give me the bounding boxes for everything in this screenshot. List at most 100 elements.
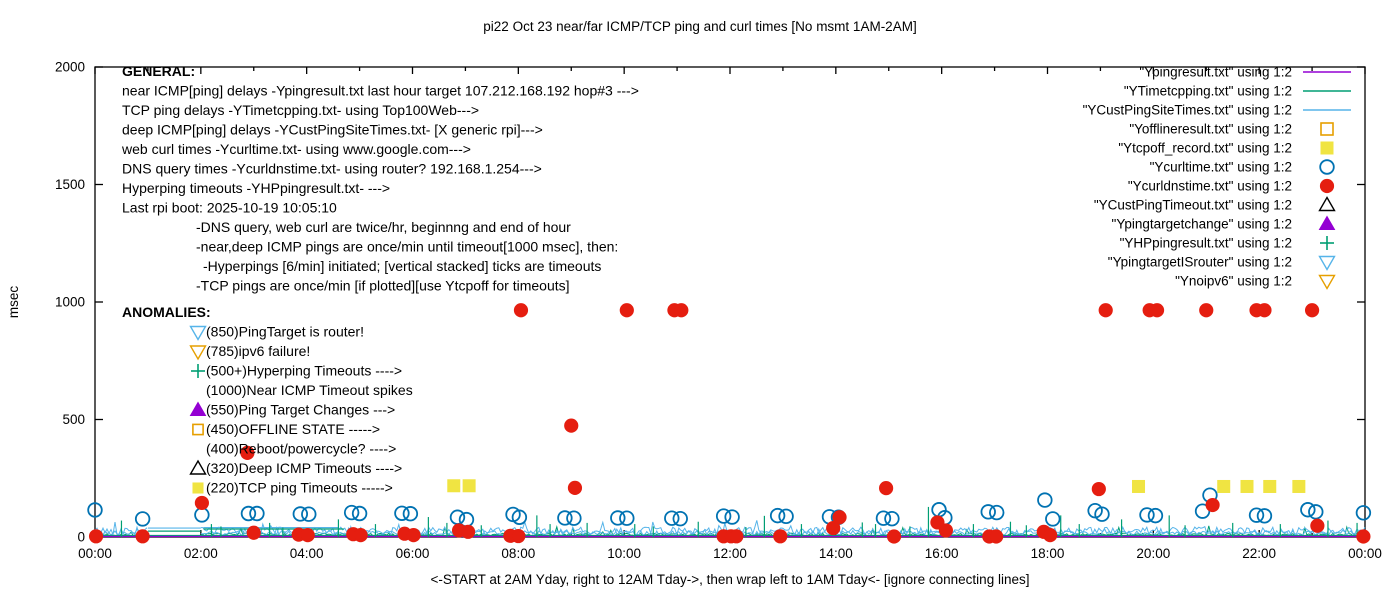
dns-time-point: [1091, 481, 1106, 497]
dns-time-point: [567, 480, 583, 495]
legend-marker-circle-fill: [1319, 178, 1335, 194]
tcp-timeout-point: [1263, 479, 1277, 493]
general-line: -DNS query, web curl are twice/hr, begin…: [196, 219, 571, 235]
dns-time-point: [879, 481, 894, 496]
dns-time-point: [938, 523, 954, 538]
general-line: -near,deep ICMP pings are once/min until…: [196, 239, 618, 255]
x-tick-label: 16:00: [925, 546, 959, 561]
legend-label: "Ynoipv6" using 1:2: [1175, 274, 1292, 289]
anomaly-marker-tridown-open: [189, 345, 207, 361]
x-tick-label: 12:00: [713, 546, 747, 561]
legend-marker-plus: [1320, 236, 1334, 250]
general-line: web curl times -Ycurltime.txt- using www…: [121, 141, 471, 157]
anomaly-marker-triup-fill: [189, 401, 207, 416]
curl-time-point: [1139, 507, 1155, 523]
general-header: GENERAL:: [122, 63, 195, 79]
curl-time-point: [724, 509, 740, 525]
general-line: Last rpi boot: 2025-10-19 10:05:10: [122, 200, 337, 216]
x-tick-label: 14:00: [819, 546, 853, 561]
x-tick-label: 22:00: [1242, 546, 1276, 561]
legend-label: "Ypingresult.txt" using 1:2: [1139, 65, 1292, 80]
curl-time-point: [1045, 511, 1061, 527]
legend-label: "YHPpingresult.txt" using 1:2: [1120, 236, 1292, 251]
annotations-group: GENERAL: near ICMP[ping] delays -Ypingres…: [121, 63, 639, 496]
legend-label: "YpingtargetISrouter" using 1:2: [1108, 255, 1292, 270]
anomaly-line: (220)TCP ping Timeouts ----->: [206, 480, 393, 496]
anomaly-line: (785)ipv6 failure!: [206, 343, 310, 359]
curl-time-point: [449, 509, 466, 525]
dns-time-point: [1043, 528, 1058, 543]
anomaly-line: (320)Deep ICMP Timeouts ---->: [206, 460, 402, 476]
curl-time-point: [566, 510, 582, 526]
general-line: deep ICMP[ping] delays -YCustPingSiteTim…: [122, 122, 543, 138]
dns-time-point: [511, 528, 526, 544]
legend-label: "Yofflineresult.txt" using 1:2: [1129, 122, 1292, 137]
curl-time-point: [292, 506, 309, 522]
general-line: Hyperping timeouts -YHPpingresult.txt- -…: [122, 180, 390, 196]
legend-marker-triup-fill: [1318, 215, 1336, 230]
curl-time-point: [1300, 502, 1316, 518]
curl-time-point: [394, 505, 410, 521]
anomalies-header: ANOMALIES:: [122, 304, 211, 320]
tcp-timeout-point: [447, 479, 461, 493]
curl-time-point: [511, 509, 528, 525]
curl-time-point: [672, 510, 688, 527]
curl-time-point: [1248, 507, 1265, 523]
curl-time-point: [343, 504, 360, 521]
dns-time-point: [619, 303, 634, 318]
data-series-group: [87, 303, 1372, 544]
dns-time-point: [773, 529, 788, 544]
curl-time-point: [1355, 505, 1372, 521]
anomaly-line: (450)OFFLINE STATE ----->: [206, 421, 380, 437]
dns-time-point: [674, 303, 689, 318]
curl-time-point: [1308, 504, 1324, 520]
tcp-timeout-point: [1132, 479, 1146, 493]
x-tick-label: 08:00: [501, 546, 535, 561]
dns-time-point: [1257, 303, 1272, 318]
curl-time-point: [557, 510, 573, 526]
curl-time-point: [194, 507, 210, 523]
curl-time-point: [989, 504, 1005, 521]
tcp-timeout-point: [462, 479, 476, 493]
dns-time-point: [300, 528, 315, 543]
general-line: -TCP pings are once/min [if plotted][use…: [196, 278, 570, 294]
curl-time-point: [351, 505, 368, 522]
y-tick-label: 1500: [55, 177, 85, 192]
dns-time-point: [989, 529, 1004, 544]
dns-time-point: [246, 525, 261, 540]
curl-time-point: [664, 510, 680, 526]
dns-time-point: [729, 529, 744, 544]
dns-time-point: [353, 528, 368, 543]
x-tick-label: 02:00: [184, 546, 218, 561]
curl-time-point: [1037, 492, 1053, 508]
x-axis-caption: <-START at 2AM Yday, right to 12AM Tday-…: [431, 572, 1030, 587]
tcp-timeout-point: [1240, 479, 1254, 493]
anomaly-marker-square-fill: [192, 482, 204, 494]
curl-time-point: [875, 510, 892, 526]
legend-marker-square-fill: [1320, 141, 1334, 155]
legend-marker-tridown-open: [1318, 255, 1336, 271]
dns-time-point: [194, 495, 209, 511]
dns-time-point: [1205, 497, 1220, 513]
legend-marker-square-open: [1320, 122, 1334, 136]
dns-time-point: [135, 529, 150, 544]
y-tick-label: 2000: [55, 60, 85, 75]
curl-time-point: [884, 510, 900, 527]
legend-group: "Ypingresult.txt" using 1:2 "YTimetcpping…: [1083, 65, 1351, 290]
curl-time-point: [134, 511, 151, 527]
legend-marker-triup-open: [1318, 196, 1336, 212]
dns-time-point: [1149, 303, 1165, 318]
curl-time-point: [769, 507, 786, 524]
curl-time-point: [1256, 508, 1273, 524]
dns-time-point: [832, 510, 847, 525]
y-tick-label: 500: [62, 412, 85, 427]
dns-time-point: [826, 520, 841, 536]
curl-time-point: [1147, 507, 1164, 524]
dns-time-point: [1098, 303, 1113, 318]
legend-label: "Ytcpoff_record.txt" using 1:2: [1118, 141, 1292, 156]
curl-time-point: [715, 508, 732, 524]
x-tick-label: 00:00: [78, 546, 112, 561]
dns-time-point: [406, 528, 421, 543]
general-line: near ICMP[ping] delays -Ypingresult.txt …: [122, 83, 639, 99]
